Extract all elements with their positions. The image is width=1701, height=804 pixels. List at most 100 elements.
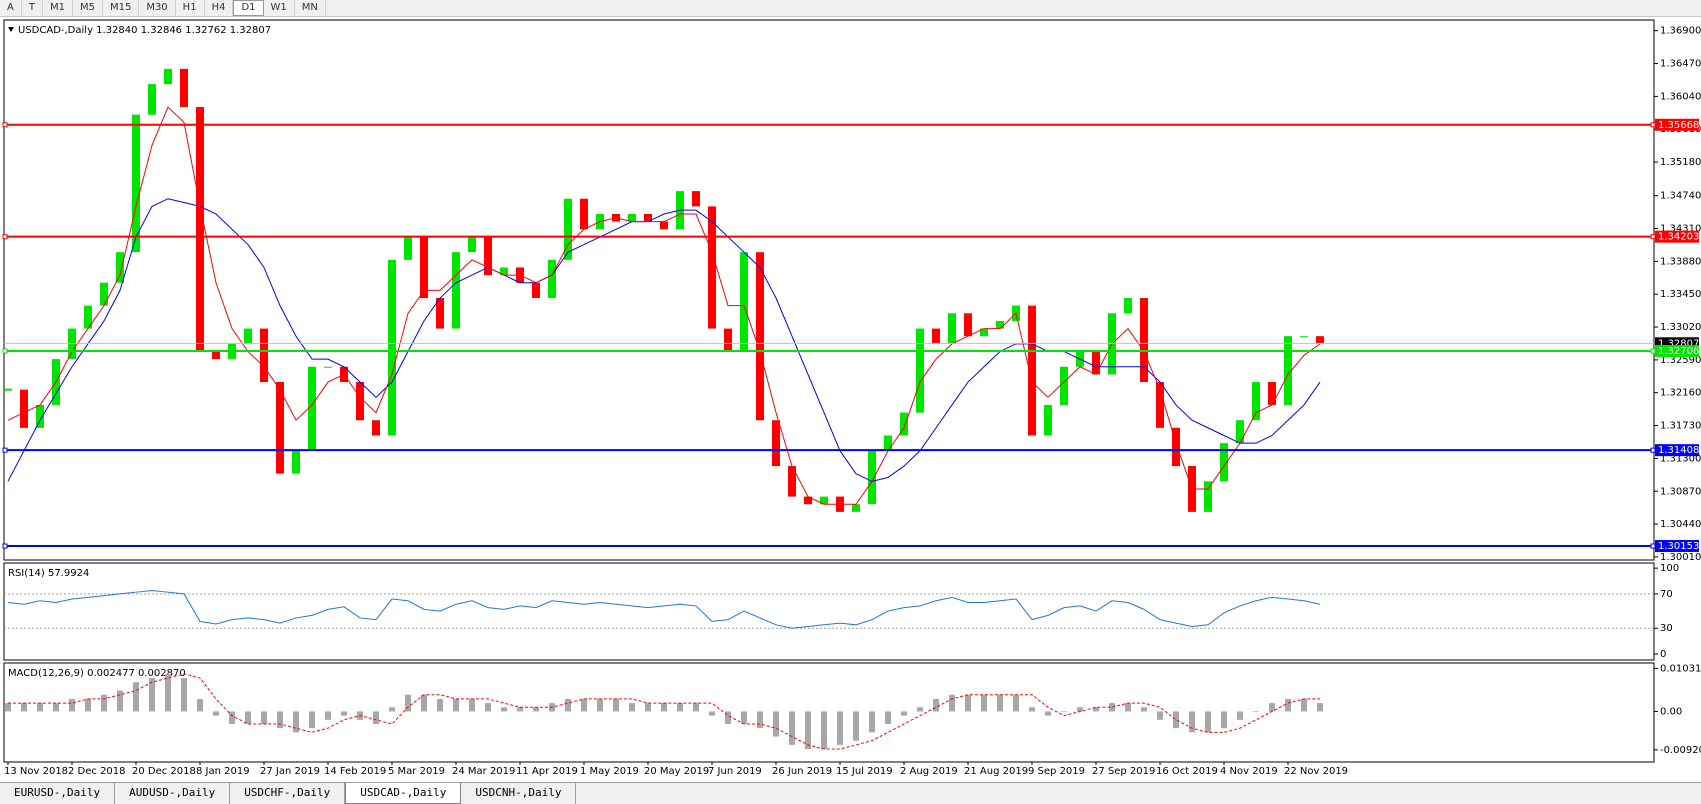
timeframe-button[interactable]: H1 xyxy=(176,0,205,16)
macd-bar xyxy=(1093,707,1099,712)
candle xyxy=(356,382,364,421)
candle xyxy=(132,114,140,253)
candle xyxy=(484,236,492,276)
candle xyxy=(500,267,508,276)
candle xyxy=(724,328,732,352)
candle xyxy=(292,450,300,474)
x-tick-label: 2 Dec 2018 xyxy=(68,766,126,777)
x-tick-label: 1 May 2019 xyxy=(580,766,639,777)
level-box xyxy=(1655,444,1699,457)
macd-bar xyxy=(37,703,43,712)
y-tick-label: 1.30440 xyxy=(1660,519,1701,530)
macd-bar xyxy=(437,698,443,712)
candle xyxy=(692,191,700,207)
macd-bar xyxy=(69,698,75,712)
last-price-label: 1.32807 xyxy=(1658,338,1699,349)
macd-bar xyxy=(277,711,283,729)
candle xyxy=(964,313,972,337)
candle xyxy=(1044,404,1052,436)
chart-tab[interactable]: USDCNH-,Daily xyxy=(461,783,577,804)
macd-bar xyxy=(1157,711,1163,720)
candle xyxy=(36,404,44,428)
candle xyxy=(1140,298,1148,383)
panel-frame xyxy=(3,562,1655,661)
x-tick-label: 24 Mar 2019 xyxy=(452,766,515,777)
panel-title: USDCAD-,Daily 1.32840 1.32846 1.32762 1.… xyxy=(18,25,271,36)
macd-bar xyxy=(261,711,267,724)
candle xyxy=(1284,336,1292,405)
timeframe-button[interactable]: D1 xyxy=(233,0,264,16)
candle xyxy=(1204,481,1212,512)
tool-button[interactable]: A xyxy=(0,0,22,16)
y-tick-label: 1.30870 xyxy=(1660,486,1701,497)
candle xyxy=(932,328,940,344)
macd-bar xyxy=(949,694,955,712)
macd-bar xyxy=(1029,707,1035,712)
chart-tab[interactable]: USDCHF-,Daily xyxy=(230,783,346,804)
timeframe-button[interactable]: M1 xyxy=(43,0,73,16)
timeframe-button[interactable]: M5 xyxy=(73,0,103,16)
macd-bar xyxy=(85,698,91,712)
candle xyxy=(244,328,252,344)
candle xyxy=(820,496,828,505)
y-tick-label: 1.31730 xyxy=(1660,421,1701,432)
candle xyxy=(708,206,716,329)
candle xyxy=(916,328,924,413)
x-tick-label: 4 Nov 2019 xyxy=(1220,766,1278,777)
panel-frame xyxy=(3,662,1655,763)
timeframe-button[interactable]: H4 xyxy=(205,0,234,16)
macd-bar xyxy=(197,698,203,712)
y-tick-label: 1.35180 xyxy=(1660,157,1701,168)
level-box xyxy=(1655,118,1699,131)
x-tick-label: 8 Jan 2019 xyxy=(196,766,250,777)
chart-window: 1.369001.364701.360401.356101.351801.347… xyxy=(2,19,1701,777)
macd-bar xyxy=(565,698,571,712)
x-tick-label: 9 Sep 2019 xyxy=(1028,766,1085,777)
timeframe-button[interactable]: MN xyxy=(295,0,326,16)
level-handle xyxy=(2,234,8,240)
y-tick-label: 0.010311 xyxy=(1660,663,1701,674)
candle xyxy=(1236,420,1244,444)
candle xyxy=(1300,336,1308,338)
chart-tab[interactable]: USDCAD-,Daily xyxy=(345,783,462,804)
macd-bar xyxy=(725,711,731,724)
macd-bar xyxy=(1109,703,1115,712)
panel-title: RSI(14) 57.9924 xyxy=(8,568,89,579)
candle xyxy=(756,252,764,421)
chart-tab[interactable]: EURUSD-,Daily xyxy=(0,783,116,804)
macd-bar xyxy=(421,694,427,712)
macd-bar xyxy=(213,711,219,716)
level-handle xyxy=(2,543,8,549)
candle xyxy=(212,351,220,360)
macd-bar xyxy=(965,694,971,712)
timeframe-button[interactable]: M30 xyxy=(139,0,176,16)
candle xyxy=(372,420,380,436)
macd-bar xyxy=(1013,694,1019,712)
chart-tab[interactable]: AUDUSD-,Daily xyxy=(115,783,231,804)
macd-bar xyxy=(901,711,907,716)
y-tick-label: 1.34310 xyxy=(1660,224,1701,235)
x-tick-label: 20 Dec 2018 xyxy=(132,766,196,777)
candle xyxy=(564,198,572,260)
macd-bar xyxy=(405,694,411,712)
macd-bar xyxy=(149,678,155,712)
candle xyxy=(420,236,428,299)
macd-bar xyxy=(453,698,459,712)
y-tick-label: 1.33880 xyxy=(1660,256,1701,267)
macd-bar xyxy=(1045,711,1051,716)
level-label: 1.30153 xyxy=(1658,541,1699,552)
timeframe-button[interactable]: W1 xyxy=(264,0,295,16)
rsi-line xyxy=(7,589,1321,629)
level-handle xyxy=(1650,348,1656,354)
macd-bar xyxy=(101,694,107,712)
candle xyxy=(740,252,748,352)
macd-bar xyxy=(613,698,619,712)
tool-button[interactable]: T xyxy=(22,0,43,16)
timeframe-button[interactable]: M15 xyxy=(103,0,140,16)
candle xyxy=(1156,382,1164,428)
level-label: 1.34203 xyxy=(1658,232,1699,243)
macd-bar xyxy=(1221,711,1227,729)
y-tick-label: 1.30010 xyxy=(1660,552,1701,563)
macd-bar xyxy=(773,711,779,737)
candle xyxy=(852,504,860,512)
